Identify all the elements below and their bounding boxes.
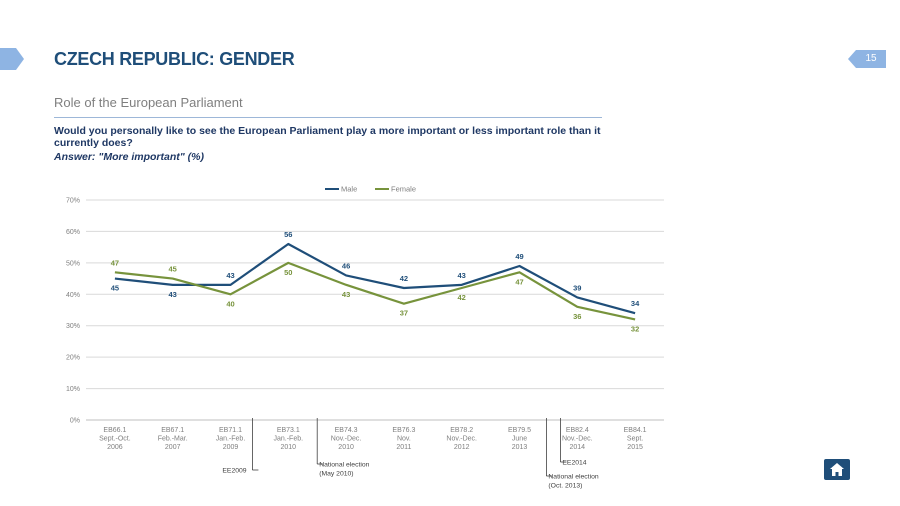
x-tick-label: June — [512, 436, 527, 443]
x-tick-label: 2010 — [338, 444, 354, 451]
x-tick-label: Jan.-Feb. — [216, 436, 246, 443]
data-label-male: 46 — [342, 261, 350, 270]
series-line-female — [114, 261, 636, 321]
data-label-male: 43 — [226, 271, 234, 280]
home-icon — [830, 463, 844, 476]
event-annotation-label: (Oct. 2013) — [548, 483, 582, 490]
data-label-female: 40 — [226, 299, 234, 308]
x-tick-label: EB67.1 — [161, 427, 184, 434]
legend-label-female: Female — [391, 185, 416, 194]
x-tick-label: EB82.4 — [566, 427, 589, 434]
x-tick-label: 2015 — [627, 444, 643, 451]
y-tick-label: 70% — [66, 198, 80, 205]
data-label-female: 36 — [573, 312, 581, 321]
page-number: 15 — [848, 50, 886, 68]
x-tick-label: 2010 — [281, 444, 297, 451]
title-divider — [54, 117, 602, 118]
x-tick-label: EB74.3 — [335, 427, 358, 434]
y-tick-label: 30% — [66, 323, 80, 330]
data-label-male: 49 — [515, 252, 523, 261]
y-tick-label: 10% — [66, 386, 80, 393]
data-label-male: 56 — [284, 230, 292, 239]
x-tick-label: EB84.1 — [624, 427, 647, 434]
data-label-male: 43 — [458, 271, 466, 280]
home-button[interactable] — [824, 459, 850, 480]
x-tick-label: 2006 — [107, 444, 123, 451]
y-tick-label: 60% — [66, 229, 80, 236]
data-label-female: 47 — [515, 277, 523, 286]
y-tick-label: 50% — [66, 260, 80, 267]
data-label-female: 32 — [631, 324, 639, 333]
event-annotation-label: EE2009 — [222, 468, 246, 475]
x-tick-label: Sept.-Oct. — [99, 436, 131, 443]
arrow-tab-icon — [0, 48, 24, 70]
series-line-male — [114, 242, 636, 315]
x-tick-label: 2007 — [165, 444, 181, 451]
data-label-female: 50 — [284, 268, 292, 277]
data-label-female: 47 — [111, 258, 119, 267]
x-tick-label: EB76.3 — [392, 427, 415, 434]
survey-question: Would you personally like to see the Eur… — [54, 125, 601, 149]
data-label-male: 39 — [573, 283, 581, 292]
x-tick-label: EB79.5 — [508, 427, 531, 434]
x-tick-label: Sept. — [627, 436, 643, 443]
survey-answer: Answer: "More important" (%) — [54, 151, 204, 163]
x-tick-label: 2009 — [223, 444, 239, 451]
left-tab-arrow — [0, 48, 24, 70]
data-label-male: 45 — [111, 284, 119, 293]
event-annotation-label: National election — [548, 474, 598, 481]
legend-label-male: Male — [341, 185, 357, 194]
y-tick-label: 0% — [70, 418, 80, 425]
y-tick-label: 20% — [66, 355, 80, 362]
page-subtitle: Role of the European Parliament — [54, 95, 243, 110]
x-tick-label: Feb.-Mar. — [158, 436, 188, 443]
x-tick-label: 2012 — [454, 444, 470, 451]
x-tick-label: EB66.1 — [103, 427, 126, 434]
x-tick-label: EB78.2 — [450, 427, 473, 434]
x-tick-label: 2014 — [570, 444, 586, 451]
page-title: CZECH REPUBLIC: GENDER — [54, 49, 295, 69]
x-tick-label: Nov.-Dec. — [562, 436, 593, 443]
x-tick-label: EB71.1 — [219, 427, 242, 434]
event-annotation-label: National election — [319, 462, 369, 469]
x-tick-label: 2011 — [396, 444, 411, 451]
event-annotation-label: (May 2010) — [319, 471, 353, 478]
data-label-male: 42 — [400, 274, 408, 283]
x-tick-label: Nov. — [397, 436, 411, 443]
data-label-male: 34 — [631, 299, 640, 308]
x-tick-label: Nov.-Dec. — [331, 436, 362, 443]
data-label-female: 43 — [342, 290, 350, 299]
data-label-female: 42 — [458, 293, 466, 302]
x-tick-label: 2013 — [512, 444, 528, 451]
x-tick-label: EB73.1 — [277, 427, 300, 434]
x-tick-label: Nov.-Dec. — [446, 436, 477, 443]
data-label-female: 45 — [169, 265, 177, 274]
data-label-male: 43 — [169, 290, 177, 299]
y-tick-label: 40% — [66, 292, 80, 299]
event-annotation-label: EE2014 — [562, 460, 586, 467]
data-label-female: 37 — [400, 309, 408, 318]
x-tick-label: Jan.-Feb. — [274, 436, 304, 443]
